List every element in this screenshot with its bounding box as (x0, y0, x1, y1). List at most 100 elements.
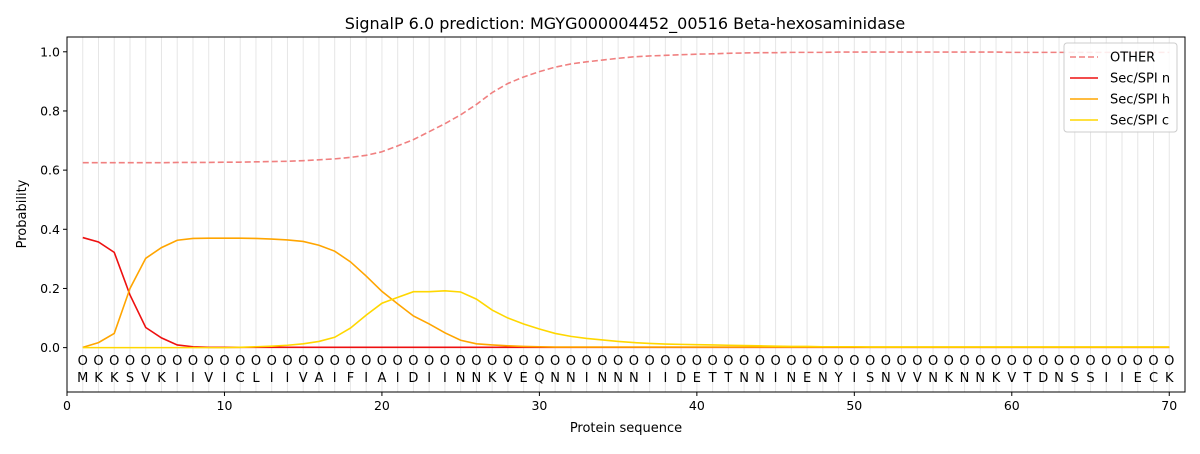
residue-marker: O (534, 354, 544, 369)
series-line-sec-spi-n (82, 236, 1170, 349)
residue-letter: N (755, 371, 765, 386)
residue-marker: O (125, 354, 135, 369)
residue-letter: D (676, 371, 686, 386)
residue-letter: I (1120, 371, 1124, 386)
residue-marker: O (770, 354, 780, 369)
residue-marker: O (597, 354, 607, 369)
residue-letter: V (141, 371, 150, 386)
residue-marker: O (109, 354, 119, 369)
residue-marker: O (188, 354, 198, 369)
residue-marker: O (849, 354, 859, 369)
residue-marker: O (1164, 354, 1174, 369)
residue-letter: I (270, 371, 274, 386)
residue-letter: E (693, 371, 701, 386)
residue-letter: N (818, 371, 828, 386)
legend-label: OTHER (1110, 51, 1155, 66)
x-tick-label: 40 (689, 398, 705, 413)
residue-marker: O (613, 354, 623, 369)
residue-letter: E (1134, 371, 1142, 386)
residue-letter: A (314, 371, 323, 386)
series-line-sec-spi-h (82, 237, 1170, 349)
residue-marker: O (1007, 354, 1017, 369)
chart-title: SignalP 6.0 prediction: MGYG000004452_00… (345, 14, 905, 34)
residue-marker: O (456, 354, 466, 369)
residue-letter: I (364, 371, 368, 386)
residue-marker: O (267, 354, 277, 369)
residue-marker: O (471, 354, 481, 369)
residue-letter: N (960, 371, 970, 386)
residue-marker: O (786, 354, 796, 369)
residue-letter: F (347, 371, 354, 386)
residue-marker: O (896, 354, 906, 369)
x-tick-label: 60 (1004, 398, 1020, 413)
residue-letter: I (223, 371, 227, 386)
residue-marker: O (93, 354, 103, 369)
residue-letter: I (1104, 371, 1108, 386)
residue-letter: E (520, 371, 528, 386)
residue-marker: O (204, 354, 214, 369)
residue-marker: O (928, 354, 938, 369)
x-axis-label: Protein sequence (570, 421, 682, 436)
residue-marker: O (78, 354, 88, 369)
residue-marker: O (1054, 354, 1064, 369)
residue-letter: M (77, 371, 88, 386)
residue-marker: O (1101, 354, 1111, 369)
residue-marker: O (566, 354, 576, 369)
residue-letter: N (629, 371, 639, 386)
residue-marker: O (833, 354, 843, 369)
residue-letter: I (585, 371, 589, 386)
legend: OTHER Sec/SPI n Sec/SPI h Sec/SPI c (1063, 42, 1178, 133)
residue-letter: I (648, 371, 652, 386)
residue-letter: N (786, 371, 796, 386)
residue-letter: K (488, 371, 497, 386)
residue-marker: O (219, 354, 229, 369)
residue-letter: V (204, 371, 213, 386)
y-axis-label: Probability (15, 179, 30, 248)
residue-marker: O (251, 354, 261, 369)
residue-marker: O (723, 354, 733, 369)
residue-marker: O (487, 354, 497, 369)
residue-letter: D (408, 371, 418, 386)
residue-marker: O (645, 354, 655, 369)
residue-marker: O (408, 354, 418, 369)
residue-letter: I (852, 371, 856, 386)
residue-marker: O (944, 354, 954, 369)
residue-letter: I (427, 371, 431, 386)
residue-marker: O (1070, 354, 1080, 369)
residue-letter: I (333, 371, 337, 386)
residue-marker: O (345, 354, 355, 369)
residue-letter: I (774, 371, 778, 386)
residue-letter: V (1007, 371, 1016, 386)
residue-marker: O (440, 354, 450, 369)
residue-letter: C (236, 371, 245, 386)
residue-letter: K (1165, 371, 1174, 386)
residue-marker: O (818, 354, 828, 369)
residue-marker: O (172, 354, 182, 369)
residue-letter: S (126, 371, 134, 386)
residue-letter: I (443, 371, 447, 386)
residue-letter: N (739, 371, 749, 386)
residue-marker: O (361, 354, 371, 369)
y-axis-ticks: 0.0 0.2 0.4 0.6 0.8 1.0 (40, 44, 67, 355)
residue-marker: O (660, 354, 670, 369)
residue-marker: O (1038, 354, 1048, 369)
residue-letter: N (472, 371, 482, 386)
residue-marker: O (739, 354, 749, 369)
residue-letter: T (723, 371, 732, 386)
legend-label: Sec/SPI n (1110, 72, 1170, 87)
residue-letter: Y (834, 371, 843, 386)
residue-letter: V (897, 371, 906, 386)
legend-box (1063, 42, 1178, 133)
y-tick-label: 0.8 (40, 103, 60, 118)
y-tick-label: 0.0 (40, 340, 60, 355)
y-tick-label: 0.2 (40, 281, 60, 296)
x-tick-label: 0 (63, 398, 71, 413)
series-layer (82, 51, 1170, 349)
residue-marker: O (692, 354, 702, 369)
x-tick-label: 70 (1161, 398, 1177, 413)
residue-marker: O (503, 354, 513, 369)
residue-letter: I (396, 371, 400, 386)
residue-marker: O (1133, 354, 1143, 369)
residue-letter: N (1054, 371, 1064, 386)
residue-letter: S (1071, 371, 1079, 386)
